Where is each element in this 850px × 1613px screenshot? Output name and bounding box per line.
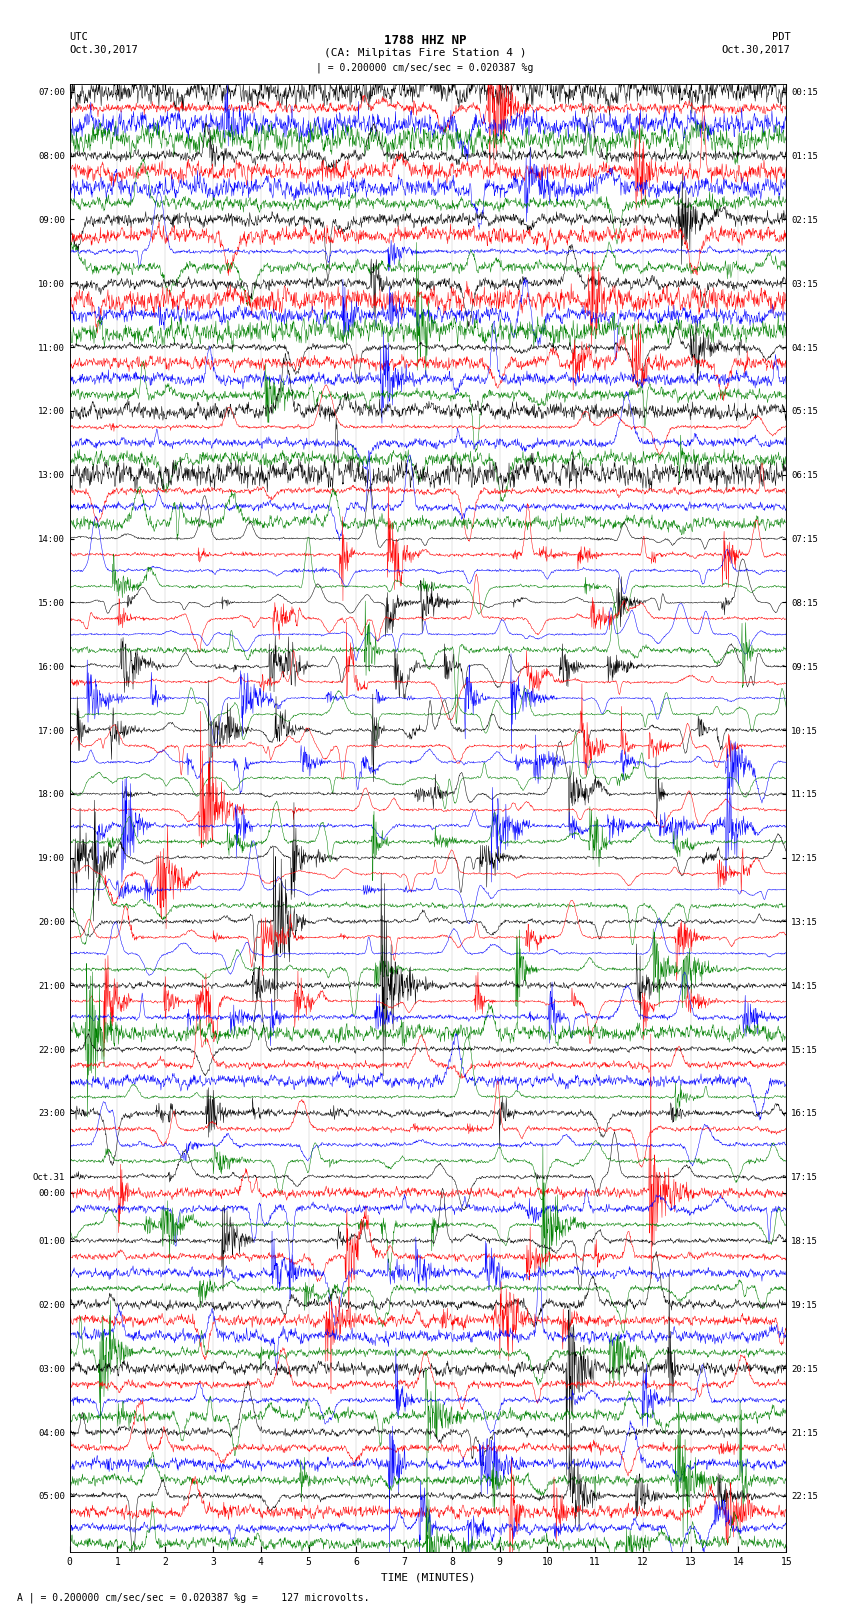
Text: Oct.30,2017: Oct.30,2017 — [722, 45, 790, 55]
Text: (CA: Milpitas Fire Station 4 ): (CA: Milpitas Fire Station 4 ) — [324, 48, 526, 58]
X-axis label: TIME (MINUTES): TIME (MINUTES) — [381, 1573, 475, 1582]
Text: Oct.30,2017: Oct.30,2017 — [70, 45, 139, 55]
Text: UTC: UTC — [70, 32, 88, 42]
Text: 1788 HHZ NP: 1788 HHZ NP — [383, 34, 467, 47]
Text: PDT: PDT — [772, 32, 791, 42]
Text: A | = 0.200000 cm/sec/sec = 0.020387 %g =    127 microvolts.: A | = 0.200000 cm/sec/sec = 0.020387 %g … — [17, 1592, 370, 1603]
Text: | = 0.200000 cm/sec/sec = 0.020387 %g: | = 0.200000 cm/sec/sec = 0.020387 %g — [316, 63, 534, 74]
